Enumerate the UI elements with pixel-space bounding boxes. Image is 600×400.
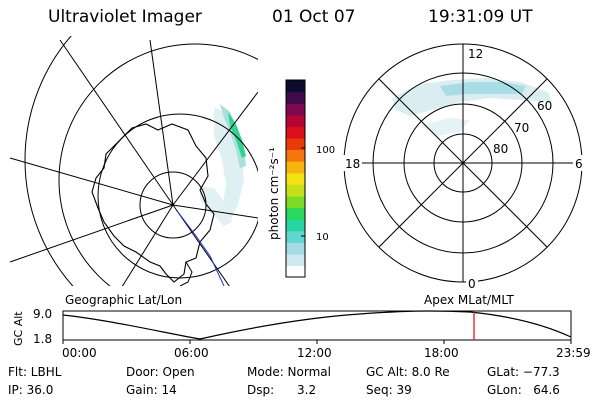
ip-info: IP: 36.0: [8, 383, 54, 397]
peninsula-outline: [179, 261, 193, 286]
altitude-plot: GC Alt 9.0 1.8 00:00 06:00 12:00 18:00 2…: [12, 307, 591, 360]
colorbar-segment: [286, 253, 305, 267]
geographic-map: [9, 36, 258, 286]
mlat-label-80: 80: [493, 142, 508, 156]
altitude-xticks: [62, 340, 572, 344]
dsp-info: Dsp: 3.2: [247, 383, 317, 397]
mlt-label-12: 12: [468, 47, 483, 61]
altitude-ytick-low: 1.8: [33, 332, 52, 346]
colorbar-tick-100: 100: [316, 145, 335, 156]
colorbar-segment: [286, 114, 305, 127]
magnetic-meridian: [177, 211, 225, 286]
colorbar-tick-10: 10: [316, 232, 329, 243]
mlat-label-70: 70: [514, 121, 529, 135]
gcalt-info: GC Alt: 8.0 Re: [366, 365, 450, 379]
colorbar-segment: [286, 207, 305, 220]
door-info: Door: Open: [126, 365, 195, 379]
time-label: 19:31:09 UT: [428, 7, 533, 27]
colorbar-segment: [286, 103, 305, 116]
glat-info: GLat: −77.3: [487, 365, 560, 379]
altitude-curve: [62, 310, 572, 340]
instrument-title: Ultraviolet Imager: [48, 7, 202, 27]
polar-grid: [343, 43, 583, 283]
colorbar-segment: [286, 242, 305, 255]
altitude-xtick-0600: 06:00: [174, 346, 209, 360]
colorbar-segment: [286, 126, 305, 139]
altitude-xtick-1800: 18:00: [424, 346, 459, 360]
colorbar-segment: [286, 172, 305, 185]
colorbar-segment: [286, 219, 305, 232]
mlat-label-60: 60: [537, 99, 552, 113]
seq-info: Seq: 39: [366, 383, 412, 397]
altitude-xtick-2359: 23:59: [556, 346, 591, 360]
polar-plot: 12 18 6 0 60 70 80: [342, 43, 585, 291]
altitude-xtick-1200: 12:00: [297, 346, 332, 360]
colorbar-segment: [286, 91, 305, 104]
colorbar-segment: [286, 80, 305, 93]
gain-info: Gain: 14: [126, 383, 177, 397]
colorbar-segment: [286, 161, 305, 174]
mlt-label-6: 6: [575, 157, 583, 171]
glon-info: GLon: 64.6: [487, 383, 560, 397]
longitude-lines: [9, 39, 258, 286]
mode-info: Mode: Normal: [247, 365, 331, 379]
altitude-xtick-0000: 00:00: [62, 346, 97, 360]
colorbar-unit-label: photon cm⁻²s⁻¹: [267, 147, 281, 240]
date-label: 01 Oct 07: [272, 7, 356, 27]
colorbar-segment: [286, 195, 305, 209]
mlt-label-18: 18: [345, 157, 360, 171]
colorbar-segment: [286, 149, 305, 162]
colorbar: [285, 79, 306, 278]
altitude-ytick-high: 9.0: [33, 307, 52, 321]
latitude-circles: [24, 36, 258, 286]
mlt-label-0: 0: [468, 277, 476, 291]
altitude-ylabel: GC Alt: [12, 311, 25, 346]
colorbar-segment: [286, 137, 305, 151]
colorbar-segment: [286, 265, 305, 278]
colorbar-segment: [286, 184, 305, 197]
geographic-caption: Geographic Lat/Lon: [65, 293, 183, 307]
flt-info: Flt: LBHL: [8, 365, 62, 379]
continent-outline: [91, 123, 215, 283]
colorbar-frame: [285, 79, 306, 278]
apex-caption: Apex MLat/MLT: [424, 293, 514, 307]
colorbar-segment: [286, 230, 305, 243]
